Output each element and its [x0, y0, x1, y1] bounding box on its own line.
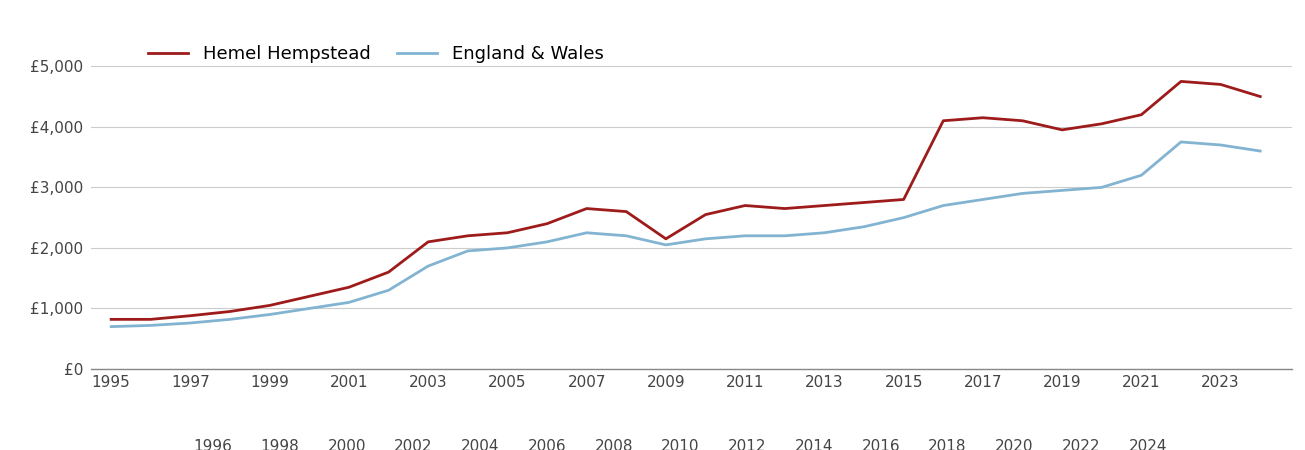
Hemel Hempstead — [658, 236, 673, 242]
England & Wales — [459, 248, 475, 254]
Text: 2012: 2012 — [728, 439, 766, 450]
England & Wales — [1094, 184, 1109, 190]
Text: 2018: 2018 — [928, 439, 967, 450]
England & Wales — [222, 317, 238, 322]
Text: 2022: 2022 — [1062, 439, 1100, 450]
Hemel Hempstead — [500, 230, 515, 235]
Hemel Hempstead — [776, 206, 792, 211]
England & Wales — [103, 324, 119, 329]
Hemel Hempstead — [975, 115, 990, 121]
Hemel Hempstead — [579, 206, 595, 211]
England & Wales — [144, 323, 159, 328]
Text: 2016: 2016 — [861, 439, 900, 450]
Text: 2006: 2006 — [527, 439, 566, 450]
England & Wales — [737, 233, 753, 238]
Text: 2020: 2020 — [994, 439, 1034, 450]
Text: 2024: 2024 — [1129, 439, 1167, 450]
England & Wales — [619, 233, 634, 238]
England & Wales — [1015, 191, 1031, 196]
England & Wales — [936, 203, 951, 208]
Line: Hemel Hempstead: Hemel Hempstead — [111, 81, 1261, 319]
England & Wales — [341, 300, 356, 305]
England & Wales — [776, 233, 792, 238]
England & Wales — [856, 224, 872, 230]
Hemel Hempstead — [459, 233, 475, 238]
England & Wales — [420, 263, 436, 269]
Hemel Hempstead — [420, 239, 436, 244]
Text: 1998: 1998 — [261, 439, 299, 450]
Legend: Hemel Hempstead, England & Wales: Hemel Hempstead, England & Wales — [149, 45, 603, 63]
Text: 2002: 2002 — [394, 439, 433, 450]
Hemel Hempstead — [895, 197, 911, 202]
England & Wales — [1134, 172, 1150, 178]
Hemel Hempstead — [539, 221, 555, 226]
England & Wales — [500, 245, 515, 251]
Hemel Hempstead — [1134, 112, 1150, 117]
England & Wales — [658, 242, 673, 248]
Hemel Hempstead — [817, 203, 833, 208]
Hemel Hempstead — [103, 317, 119, 322]
Hemel Hempstead — [619, 209, 634, 214]
England & Wales — [1253, 148, 1268, 154]
Hemel Hempstead — [1253, 94, 1268, 99]
England & Wales — [1212, 142, 1228, 148]
Hemel Hempstead — [1054, 127, 1070, 133]
Hemel Hempstead — [144, 317, 159, 322]
England & Wales — [539, 239, 555, 244]
Hemel Hempstead — [936, 118, 951, 123]
England & Wales — [579, 230, 595, 235]
England & Wales — [975, 197, 990, 202]
Text: 2004: 2004 — [461, 439, 500, 450]
Line: England & Wales: England & Wales — [111, 142, 1261, 327]
England & Wales — [1173, 139, 1189, 144]
Hemel Hempstead — [1094, 121, 1109, 126]
Hemel Hempstead — [698, 212, 714, 217]
Hemel Hempstead — [262, 303, 278, 308]
Hemel Hempstead — [222, 309, 238, 314]
England & Wales — [381, 288, 397, 293]
Text: 2008: 2008 — [595, 439, 633, 450]
Hemel Hempstead — [856, 200, 872, 205]
England & Wales — [817, 230, 833, 235]
England & Wales — [1054, 188, 1070, 193]
Hemel Hempstead — [1173, 79, 1189, 84]
England & Wales — [183, 320, 198, 326]
Hemel Hempstead — [301, 294, 317, 299]
Text: 1996: 1996 — [193, 439, 232, 450]
England & Wales — [698, 236, 714, 242]
Text: 2010: 2010 — [662, 439, 699, 450]
England & Wales — [262, 312, 278, 317]
England & Wales — [301, 306, 317, 311]
England & Wales — [895, 215, 911, 220]
Hemel Hempstead — [1015, 118, 1031, 123]
Hemel Hempstead — [341, 284, 356, 290]
Text: 2014: 2014 — [795, 439, 834, 450]
Hemel Hempstead — [183, 313, 198, 319]
Hemel Hempstead — [381, 270, 397, 275]
Hemel Hempstead — [737, 203, 753, 208]
Text: 2000: 2000 — [328, 439, 365, 450]
Hemel Hempstead — [1212, 82, 1228, 87]
